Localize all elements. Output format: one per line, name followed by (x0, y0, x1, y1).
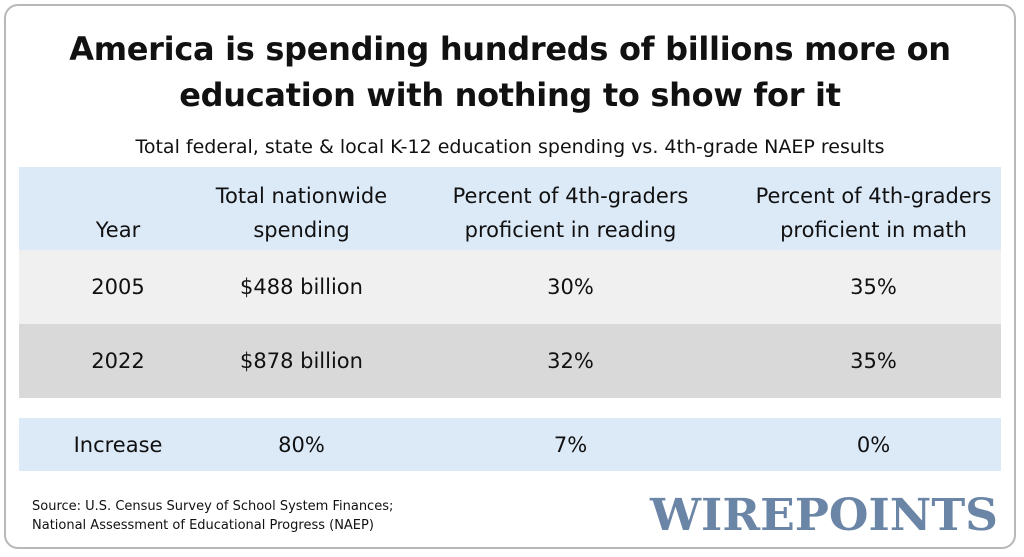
title-line-1: America is spending hundreds of billions… (69, 30, 951, 68)
row-2022-reading: 32% (547, 349, 594, 373)
header-spending: Total nationwide spending (189, 179, 414, 247)
increase-row: Increase 80% 7% 0% (19, 418, 1001, 471)
header-year-line2: Year (95, 218, 141, 242)
header-math-line1: Percent of 4th-graders (755, 184, 992, 208)
header-year: Year (59, 179, 177, 247)
header-reading: Percent of 4th-graders proficient in rea… (424, 179, 717, 247)
header-reading-line1: Percent of 4th-graders (452, 184, 689, 208)
increase-label: Increase (73, 433, 163, 457)
chart-title: America is spending hundreds of billions… (6, 26, 1014, 118)
row-2022-math: 35% (850, 349, 897, 373)
chart-subtitle: Total federal, state & local K-12 educat… (135, 136, 885, 158)
row-2005-reading: 30% (547, 275, 594, 299)
row-2022-year: 2022 (91, 349, 145, 373)
increase-spending: 80% (278, 433, 325, 457)
wirepoints-logo-text: WIREPOINTS (649, 490, 998, 538)
source-note: Source: U.S. Census Survey of School Sys… (32, 497, 393, 535)
table-header-row: Year Total nationwide spending Percent o… (19, 167, 1001, 250)
table-row: 2022 $878 billion 32% 35% (19, 324, 1001, 398)
table-row: 2005 $488 billion 30% 35% (19, 250, 1001, 324)
row-2005-spending: $488 billion (240, 275, 363, 299)
wirepoints-logo: WIREPOINTS (649, 490, 998, 538)
header-reading-line2: proficient in reading (464, 218, 677, 242)
source-line-1: Source: U.S. Census Survey of School Sys… (32, 499, 394, 514)
title-line-2: education with nothing to show for it (179, 76, 841, 114)
header-spending-line1: Total nationwide (215, 184, 388, 208)
source-line-2: National Assessment of Educational Progr… (32, 518, 374, 533)
row-2005-year: 2005 (91, 275, 145, 299)
row-2005-math: 35% (850, 275, 897, 299)
row-2022-spending: $878 billion (240, 349, 363, 373)
header-math-line2: proficient in math (780, 218, 967, 242)
increase-math: 0% (856, 433, 891, 457)
increase-reading: 7% (553, 433, 588, 457)
header-spending-line2: spending (253, 218, 350, 242)
header-math: Percent of 4th-graders proficient in mat… (727, 179, 1020, 247)
header-year-line1 (59, 179, 177, 213)
